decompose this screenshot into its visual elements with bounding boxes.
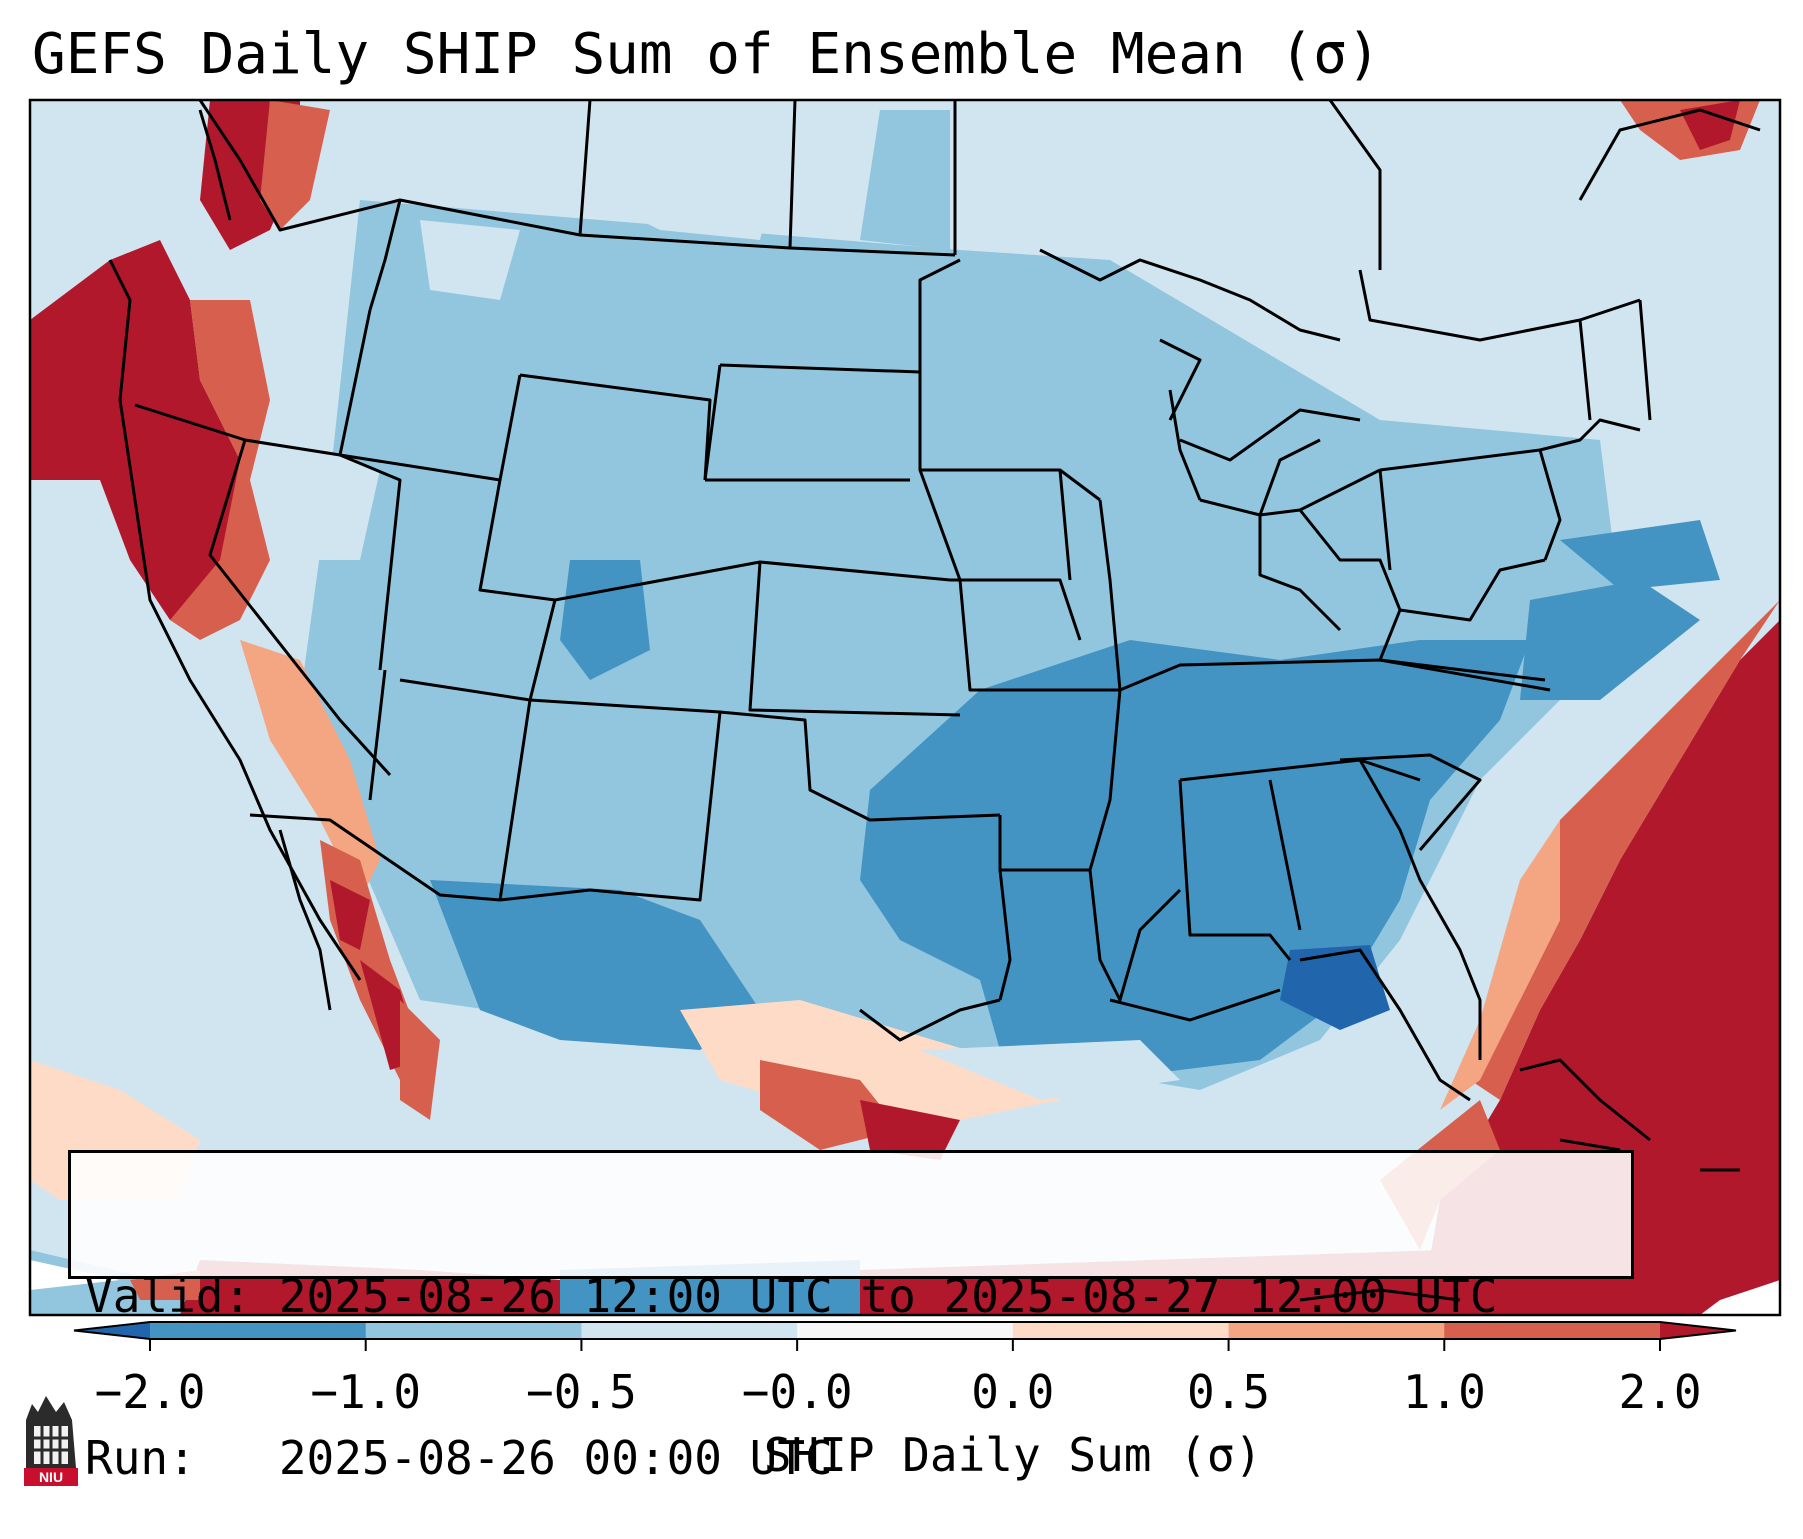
map-frame (28, 98, 1782, 1317)
colorbar-tick-label: 2.0 (1618, 1365, 1702, 1419)
colorbar (73, 1321, 1737, 1351)
logo-text: NIU (39, 1469, 63, 1485)
run-time-text: Run: 2025-08-26 00:00 UTC (85, 1431, 833, 1485)
map-title: GEFS Daily SHIP Sum of Ensemble Mean (σ) (32, 22, 1381, 87)
valid-time-text: Valid: 2025-08-26 12:00 UTC to 2025-08-2… (85, 1269, 1498, 1323)
map-figure (28, 98, 1782, 1351)
colorbar-tick-label: −1.0 (310, 1365, 422, 1419)
colorbar-tick-label: −0.0 (741, 1365, 853, 1419)
colorbar-bin (365, 1322, 582, 1339)
colorbar-extend-high (1660, 1322, 1736, 1339)
colorbar-bin (1444, 1322, 1661, 1339)
colorbar-bin (581, 1322, 798, 1339)
anomaly-field (30, 100, 1780, 1315)
colorbar-tick-label: 1.0 (1402, 1365, 1486, 1419)
colorbar-tick-label: 0.0 (971, 1365, 1055, 1419)
niu-logo: NIU (24, 1396, 78, 1486)
colorbar-extend-low (74, 1322, 150, 1339)
colorbar-bin (150, 1322, 367, 1339)
boundary-lines (108, 100, 1761, 1302)
colorbar-tick-label: −0.5 (526, 1365, 637, 1419)
colorbar-bin (797, 1322, 1014, 1339)
colorbar-bin (1012, 1322, 1230, 1339)
valid-run-info-box: Valid: 2025-08-26 12:00 UTC to 2025-08-2… (68, 1150, 1634, 1485)
colorbar-label: SHIP Daily Sum (σ) (763, 1428, 1263, 1482)
colorbar-bin (1228, 1322, 1445, 1339)
colorbar-tick-label: 0.5 (1187, 1365, 1271, 1419)
colorbar-tick-label: −2.0 (94, 1365, 206, 1419)
